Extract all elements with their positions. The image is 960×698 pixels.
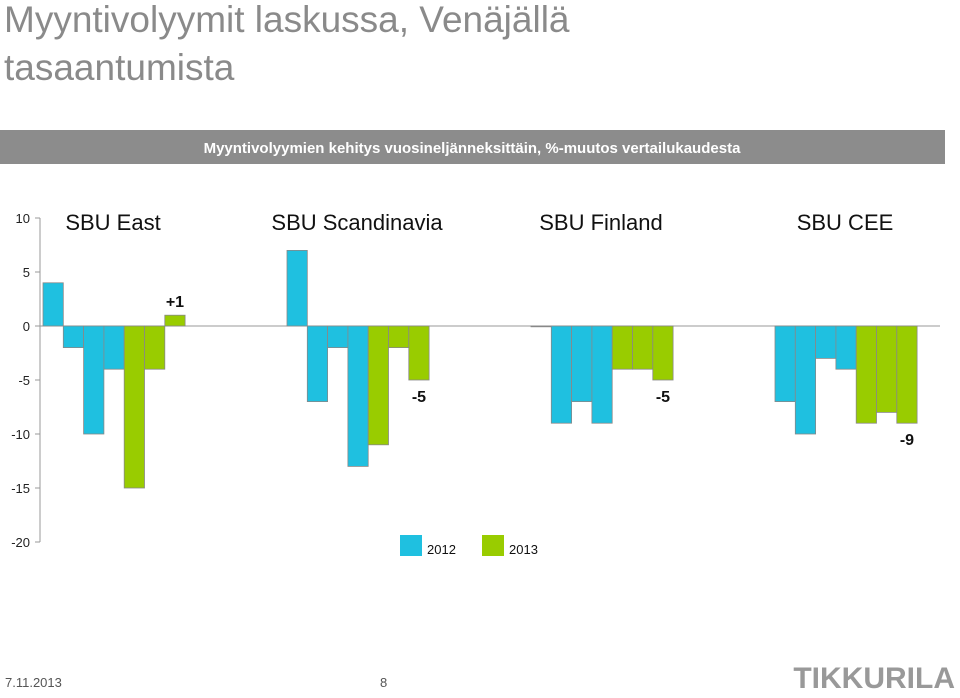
y-tick-label: 0 — [23, 319, 30, 334]
bar — [388, 325, 410, 349]
footer-date: 7.11.2013 — [5, 675, 62, 690]
bar — [794, 325, 816, 435]
bar — [815, 325, 837, 359]
bar — [42, 282, 64, 327]
group-label: SBU East — [65, 210, 160, 235]
legend-label: 2013 — [509, 542, 538, 557]
title-line: Myyntivolyymit laskussa, Venäjällä — [4, 0, 570, 40]
bar — [855, 325, 877, 424]
group-label: SBU Finland — [539, 210, 663, 235]
group-label: SBU CEE — [797, 210, 894, 235]
title-line: tasaantumista — [4, 47, 235, 88]
legend-label: 2012 — [427, 542, 456, 557]
bar — [896, 325, 918, 424]
bar — [347, 325, 369, 467]
bar — [408, 325, 430, 381]
page-number: 8 — [380, 675, 387, 690]
bar — [774, 325, 796, 402]
bar — [530, 325, 552, 328]
y-tick-label: 5 — [23, 265, 30, 280]
y-tick-label: -15 — [11, 481, 30, 496]
bar — [103, 325, 125, 370]
bar — [306, 325, 328, 402]
subtitle: Myyntivolyymien kehitys vuosineljänneksi… — [204, 140, 741, 157]
y-tick-label: 10 — [16, 211, 30, 226]
bar — [144, 325, 166, 370]
bar — [611, 325, 633, 370]
bar — [83, 325, 105, 435]
bar — [652, 325, 674, 381]
bar — [367, 325, 389, 446]
bar — [591, 325, 613, 424]
y-tick-label: -5 — [18, 373, 30, 388]
bar — [123, 325, 145, 489]
value-label: -5 — [656, 389, 670, 406]
legend-swatch — [482, 535, 504, 556]
bar — [62, 325, 84, 349]
value-label: +1 — [166, 294, 184, 311]
logo: TIKKURILA — [793, 662, 955, 693]
bar — [550, 325, 572, 424]
value-label: -5 — [412, 389, 426, 406]
legend-swatch — [400, 535, 422, 556]
bar — [164, 314, 186, 327]
y-tick-label: -10 — [11, 427, 30, 442]
y-tick-label: -20 — [11, 535, 30, 550]
bar — [571, 325, 593, 402]
bar — [327, 325, 349, 349]
bar — [632, 325, 654, 370]
subtitle-banner — [0, 130, 945, 164]
bar — [286, 249, 308, 327]
value-label: -9 — [900, 432, 914, 449]
bar — [835, 325, 857, 370]
group-label: SBU Scandinavia — [271, 210, 443, 235]
bar — [876, 325, 898, 413]
